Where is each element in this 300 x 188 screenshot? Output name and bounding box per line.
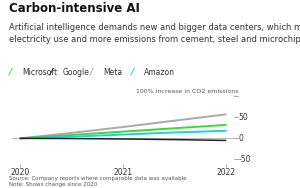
- Text: /: /: [50, 68, 53, 77]
- Text: 50: 50: [238, 113, 248, 122]
- Text: Meta: Meta: [103, 68, 123, 77]
- Text: Artificial intelligence demands new and bigger data centers, which means more
el: Artificial intelligence demands new and …: [9, 24, 300, 44]
- Text: /: /: [90, 68, 93, 77]
- Text: 0: 0: [238, 134, 243, 143]
- Text: -50: -50: [238, 155, 251, 164]
- Text: Amazon: Amazon: [144, 68, 175, 77]
- Text: Microsoft: Microsoft: [22, 68, 58, 77]
- Text: Carbon-intensive AI: Carbon-intensive AI: [9, 2, 140, 15]
- Text: 100% increase in CO2 emissions: 100% increase in CO2 emissions: [136, 89, 238, 94]
- Text: Source: Company reports where comparable data was available
Note: Shows change s: Source: Company reports where comparable…: [9, 176, 187, 187]
- Text: /: /: [130, 68, 134, 77]
- Text: Google: Google: [63, 68, 90, 77]
- Text: /: /: [9, 68, 12, 77]
